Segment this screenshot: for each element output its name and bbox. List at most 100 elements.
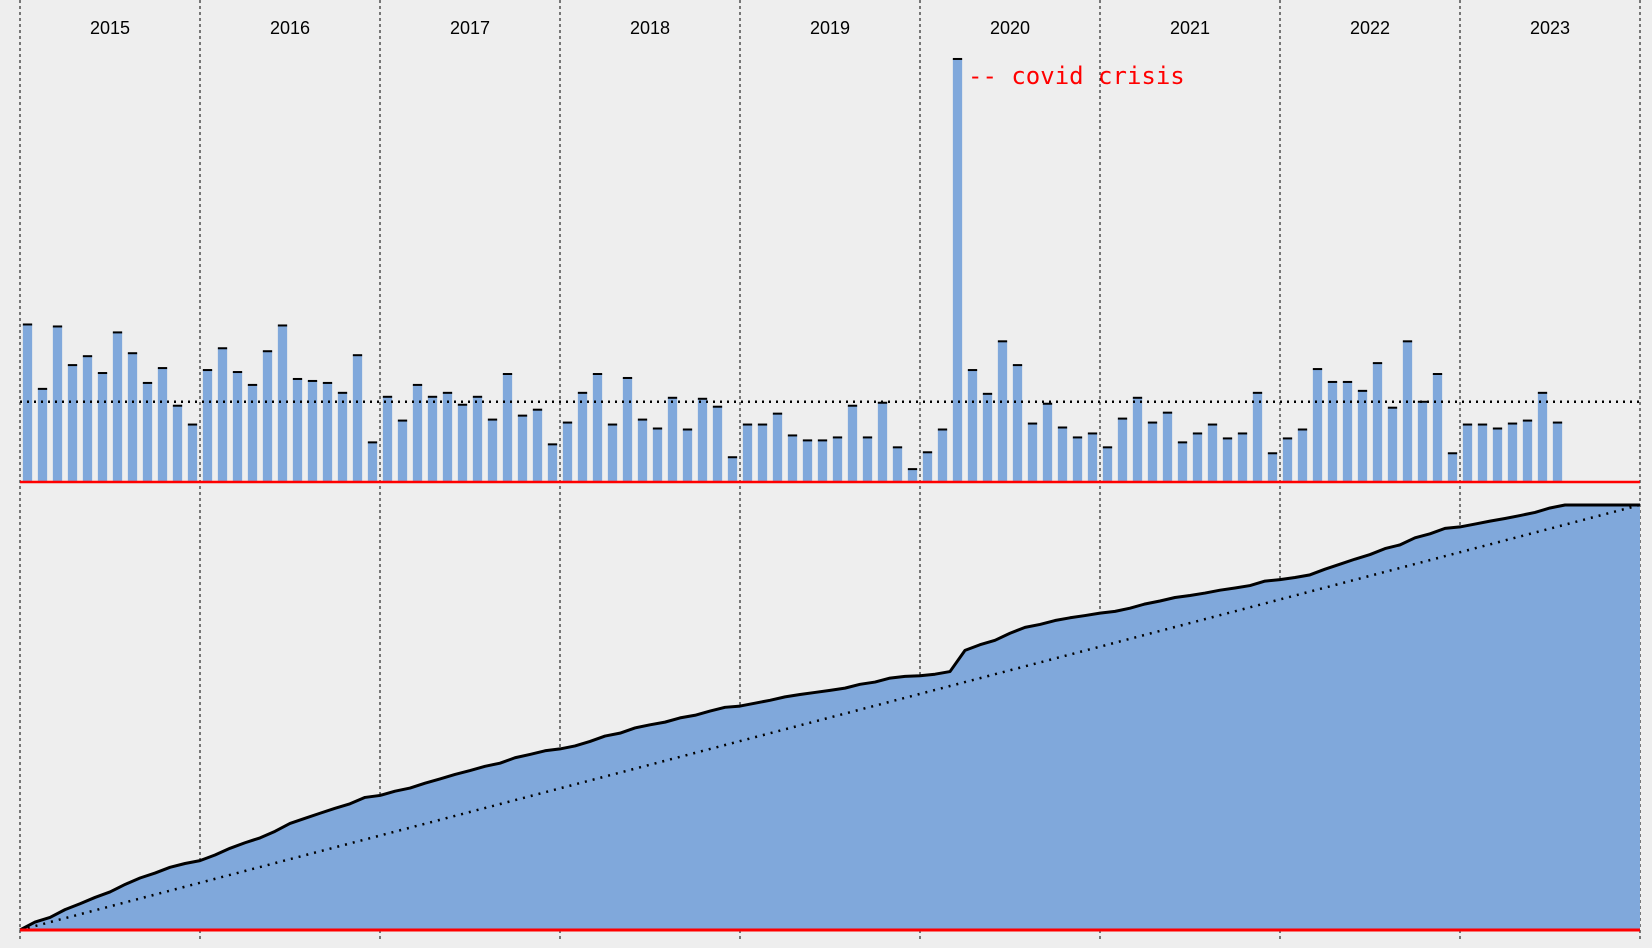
month-bar — [1192, 433, 1203, 482]
month-bar — [877, 402, 888, 482]
month-bar — [1477, 424, 1488, 482]
month-bar — [712, 406, 723, 482]
month-bar — [382, 396, 393, 482]
month-bar — [982, 393, 993, 482]
month-bar — [607, 424, 618, 482]
month-bar — [1432, 374, 1443, 482]
month-bar — [1042, 403, 1053, 482]
month-bar — [802, 440, 813, 482]
month-bar — [937, 429, 948, 482]
month-bar — [577, 392, 588, 482]
month-bar — [1177, 442, 1188, 482]
month-bar — [37, 388, 48, 482]
month-bar — [1417, 401, 1428, 482]
year-label: 2018 — [630, 18, 670, 38]
year-label: 2021 — [1170, 18, 1210, 38]
month-bar — [1357, 390, 1368, 482]
month-bar — [742, 424, 753, 482]
month-bar — [322, 382, 333, 482]
month-bar — [1402, 341, 1413, 482]
month-bar — [1027, 423, 1038, 482]
month-bar — [502, 374, 513, 482]
month-bar — [652, 428, 663, 482]
month-bar — [157, 368, 168, 482]
month-bar — [1267, 453, 1278, 482]
month-bar — [1102, 447, 1113, 482]
month-bar — [727, 457, 738, 482]
year-label: 2020 — [990, 18, 1030, 38]
month-bar — [1387, 407, 1398, 482]
month-bar — [817, 440, 828, 482]
month-bar — [307, 380, 318, 482]
month-bar — [1012, 365, 1023, 482]
month-bar — [187, 424, 198, 482]
month-bar — [1132, 397, 1143, 482]
month-bar — [202, 370, 213, 482]
month-bar — [1297, 429, 1308, 482]
month-bar — [772, 413, 783, 482]
month-bar — [622, 377, 633, 482]
month-bar — [1327, 381, 1338, 482]
month-bar — [547, 444, 558, 482]
month-bar — [172, 405, 183, 482]
month-bar — [367, 442, 378, 482]
month-bar — [1462, 424, 1473, 482]
cumulative-line — [19, 503, 1640, 932]
month-bar — [787, 435, 798, 482]
month-bar — [532, 409, 543, 482]
month-bar — [1522, 420, 1533, 482]
month-bar — [1162, 412, 1173, 482]
month-bar — [907, 469, 918, 482]
covid-annotation: -- covid crisis — [968, 62, 1185, 90]
month-bar — [1492, 428, 1503, 482]
month-bar — [1252, 392, 1263, 482]
year-label: 2022 — [1350, 18, 1390, 38]
month-bar — [637, 419, 648, 482]
month-bar — [667, 397, 678, 482]
month-bar — [217, 348, 228, 482]
month-bar — [1507, 423, 1518, 482]
month-bar — [472, 396, 483, 482]
month-bar — [232, 372, 243, 482]
month-bar — [487, 419, 498, 482]
month-bar — [832, 437, 843, 482]
month-bar — [277, 325, 288, 482]
month-bar — [517, 415, 528, 482]
year-label: 2019 — [810, 18, 850, 38]
month-bar — [457, 404, 468, 482]
month-bar — [412, 384, 423, 482]
month-bar — [82, 356, 93, 482]
month-bar — [247, 384, 258, 482]
month-bar — [1552, 422, 1563, 482]
month-bar — [1087, 433, 1098, 482]
month-bar — [1537, 392, 1548, 482]
year-label: 2015 — [90, 18, 130, 38]
month-bar — [1207, 424, 1218, 482]
monthly-bars — [22, 57, 1563, 482]
month-bar — [862, 437, 873, 482]
year-label: 2023 — [1530, 18, 1570, 38]
month-bar — [97, 373, 108, 482]
cumulative-area-fill — [20, 505, 1640, 930]
month-bar — [112, 332, 123, 482]
month-bar — [1147, 422, 1158, 482]
month-bar — [262, 351, 273, 482]
month-bar — [67, 365, 78, 482]
month-bar — [1282, 438, 1293, 482]
month-bar — [592, 374, 603, 482]
month-bar — [22, 324, 33, 482]
month-bar — [1342, 381, 1353, 482]
month-bar — [1447, 453, 1458, 482]
month-bar — [427, 396, 438, 482]
year-label: 2017 — [450, 18, 490, 38]
month-bar — [892, 447, 903, 482]
month-bar — [1057, 427, 1068, 482]
year-label: 2016 — [270, 18, 310, 38]
month-bar — [562, 422, 573, 482]
month-bar — [52, 326, 63, 482]
month-bar — [352, 355, 363, 482]
month-bar — [847, 405, 858, 482]
month-bar — [952, 58, 963, 482]
